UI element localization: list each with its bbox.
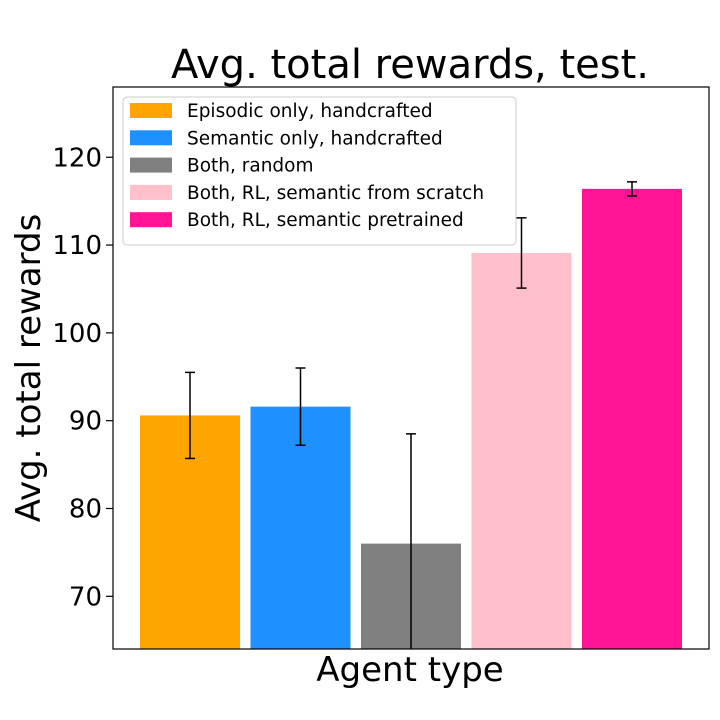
bars-group — [140, 188, 682, 650]
legend-swatch — [130, 103, 172, 118]
y-tick-label: 120 — [52, 143, 102, 173]
legend-label: Both, random — [187, 156, 314, 177]
bar — [250, 406, 351, 649]
y-axis-label: Avg. total rewards — [9, 214, 49, 523]
chart-title: Avg. total rewards, test. — [171, 42, 649, 88]
legend-swatch — [130, 130, 172, 146]
plot-frame — [112, 86, 710, 650]
y-tick-label: 100 — [52, 319, 102, 349]
y-tick-label: 80 — [69, 495, 102, 525]
legend-label: Episodic only, handcrafted — [187, 101, 433, 122]
legend-swatch — [130, 184, 172, 200]
legend-label: Both, RL, semantic from scratch — [187, 183, 484, 204]
y-tick-label: 70 — [69, 582, 102, 612]
legend: Episodic only, handcrafted Semantic only,… — [122, 96, 517, 246]
y-tick-label: 110 — [52, 231, 102, 261]
y-axis-ticks: 70 80 90 100 110 120 — [52, 143, 113, 612]
legend-label: Semantic only, handcrafted — [187, 128, 443, 149]
legend-label: Both, RL, semantic pretrained — [187, 210, 464, 231]
bar — [582, 188, 682, 650]
legend-swatch — [130, 157, 172, 173]
legend-frame — [122, 96, 517, 246]
x-axis-label: Agent type — [316, 650, 503, 690]
error-bars-group — [185, 181, 637, 649]
legend-swatch — [130, 212, 172, 228]
bar — [471, 252, 572, 649]
y-tick-label: 90 — [69, 407, 102, 437]
